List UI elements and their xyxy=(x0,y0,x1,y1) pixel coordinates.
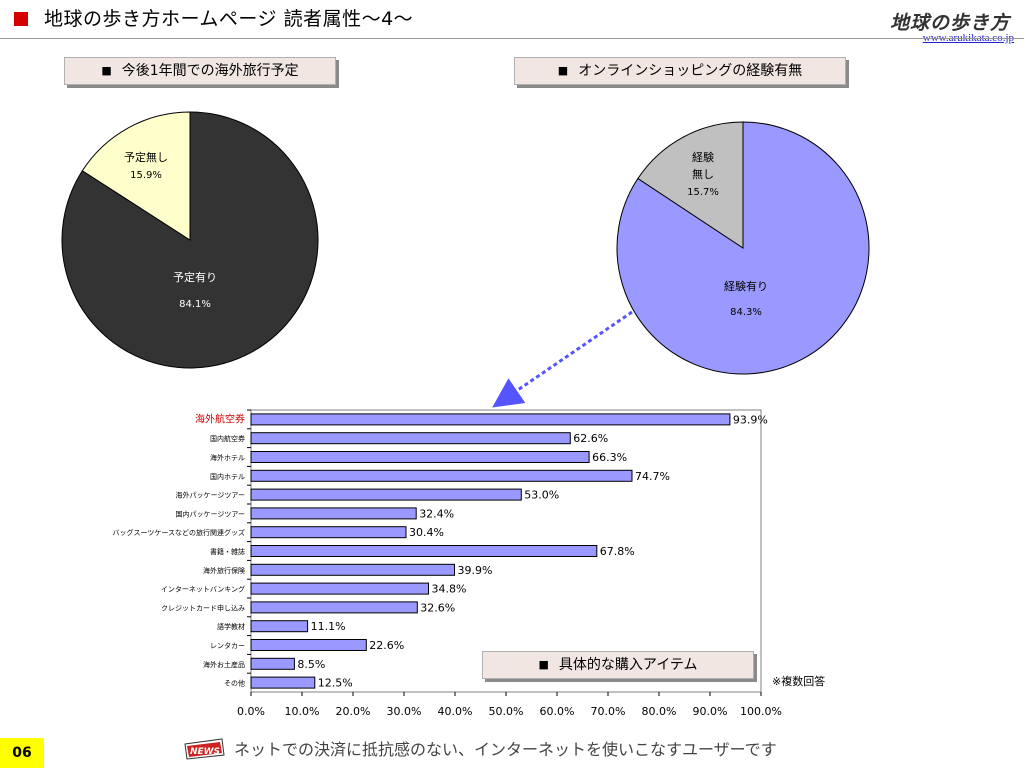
travel-plan-title: 今後1年間での海外旅行予定 xyxy=(121,63,299,79)
pie-label-planned: 予定有り xyxy=(173,270,217,284)
x-tick-label: 10.0% xyxy=(285,705,320,718)
x-tick-label: 40.0% xyxy=(438,705,473,718)
pie-value-planned: 84.1% xyxy=(179,299,211,310)
category-label: 国内航空券 xyxy=(210,434,245,443)
purchase-items-title-box: ■ 具体的な購入アイテム xyxy=(482,651,754,679)
multiple-answer-note: ※複数回答 xyxy=(772,675,826,688)
x-tick-label: 20.0% xyxy=(336,705,371,718)
bar-value-label: 32.4% xyxy=(419,507,454,520)
bar-value-label: 62.6% xyxy=(573,432,608,445)
pie-label-not-planned: 予定無し xyxy=(124,150,168,164)
bar xyxy=(250,657,295,670)
bar xyxy=(250,526,407,539)
header-divider xyxy=(0,38,1024,39)
pie-label-not-experienced-line2: 無し xyxy=(692,167,714,181)
bar xyxy=(250,563,455,576)
pie-slice-not-experienced xyxy=(637,121,744,249)
category-label: レンタカー xyxy=(210,641,245,650)
section-bullet-icon: ■ xyxy=(101,64,112,77)
category-label: バッグスーツケースなどの旅行関連グッズ xyxy=(112,528,245,537)
category-label: 書籍・雑誌 xyxy=(210,547,245,556)
site-logo: 地球の歩き方 xyxy=(889,12,1010,34)
bar-value-label: 32.6% xyxy=(420,601,455,614)
bar-value-label: 22.6% xyxy=(369,639,404,652)
bar xyxy=(250,469,633,482)
category-label: その他 xyxy=(224,679,245,688)
category-label: 海外お土産品 xyxy=(203,660,245,669)
category-label: 海外パッケージツアー xyxy=(176,491,245,500)
bar-value-label: 74.7% xyxy=(635,470,670,483)
pie-value-experienced: 84.3% xyxy=(730,307,762,318)
bar-value-label: 8.5% xyxy=(297,658,325,671)
header-bullet xyxy=(14,12,28,26)
pie-label-experienced: 経験有り xyxy=(724,279,768,293)
x-tick-label: 60.0% xyxy=(540,705,575,718)
section-bullet-icon: ■ xyxy=(538,658,549,671)
x-tick-label: 80.0% xyxy=(642,705,677,718)
bar xyxy=(250,676,316,689)
footer-message: ネットでの決済に抵抗感のない、インターネットを使いこなすユーザーです xyxy=(234,740,777,759)
x-tick-label: 30.0% xyxy=(387,705,422,718)
svg-text:NEWS: NEWS xyxy=(190,747,220,757)
category-label: インターネットバンキング xyxy=(161,585,245,594)
travel-plan-title-box: ■ 今後1年間での海外旅行予定 xyxy=(64,57,336,85)
pie-value-not-experienced: 15.7% xyxy=(687,187,719,198)
pie-slice-not-planned xyxy=(81,111,191,241)
bar xyxy=(250,620,309,633)
bar xyxy=(250,545,598,557)
x-tick-label: 70.0% xyxy=(591,705,626,718)
online-shopping-title: オンラインショッピングの経験有無 xyxy=(578,63,803,79)
category-label: 海外旅行保険 xyxy=(203,566,245,575)
x-tick-label: 50.0% xyxy=(489,705,524,718)
bar xyxy=(250,582,429,595)
bar-value-label: 66.3% xyxy=(592,451,627,464)
bar-value-label: 11.1% xyxy=(311,620,346,633)
bar xyxy=(250,488,522,501)
pie-slice-experienced xyxy=(616,121,870,375)
bar-value-label: 39.9% xyxy=(458,564,493,577)
page-number: 06 xyxy=(0,738,44,768)
bar xyxy=(250,413,731,426)
page-title: 地球の歩き方ホームページ 読者属性〜4〜 xyxy=(44,8,414,30)
category-label: 海外航空券 xyxy=(195,412,245,425)
section-bullet-icon: ■ xyxy=(557,64,569,77)
pointer-arrow xyxy=(492,310,633,408)
bar xyxy=(250,601,418,614)
bar-value-label: 93.9% xyxy=(733,413,768,426)
category-label: 国内ホテル xyxy=(210,472,245,481)
bar-value-label: 53.0% xyxy=(524,489,559,502)
bar xyxy=(250,432,571,445)
bar xyxy=(250,507,417,520)
x-tick-label: 100.0% xyxy=(740,705,782,718)
category-label: 国内パッケージツアー xyxy=(176,509,245,518)
x-tick-label: 0.0% xyxy=(237,705,265,718)
bar-value-label: 67.8% xyxy=(600,545,635,558)
pie-label-not-experienced-line1: 経験 xyxy=(692,150,714,164)
category-label: クレジットカード申し込み xyxy=(161,603,245,612)
online-shopping-title-box: ■ オンラインショッピングの経験有無 xyxy=(514,57,846,85)
x-tick-label: 90.0% xyxy=(693,705,728,718)
bar-value-label: 34.8% xyxy=(432,583,467,596)
bar xyxy=(250,451,590,463)
pie-value-not-planned: 15.9% xyxy=(130,170,162,181)
bar xyxy=(250,639,367,651)
category-label: 海外ホテル xyxy=(210,453,245,462)
news-icon: NEWS xyxy=(184,738,225,760)
bar-value-label: 30.4% xyxy=(409,526,444,539)
bar-value-label: 12.5% xyxy=(318,677,353,690)
category-label: 語学教材 xyxy=(217,622,245,631)
purchase-items-title: 具体的な購入アイテム xyxy=(558,657,698,673)
